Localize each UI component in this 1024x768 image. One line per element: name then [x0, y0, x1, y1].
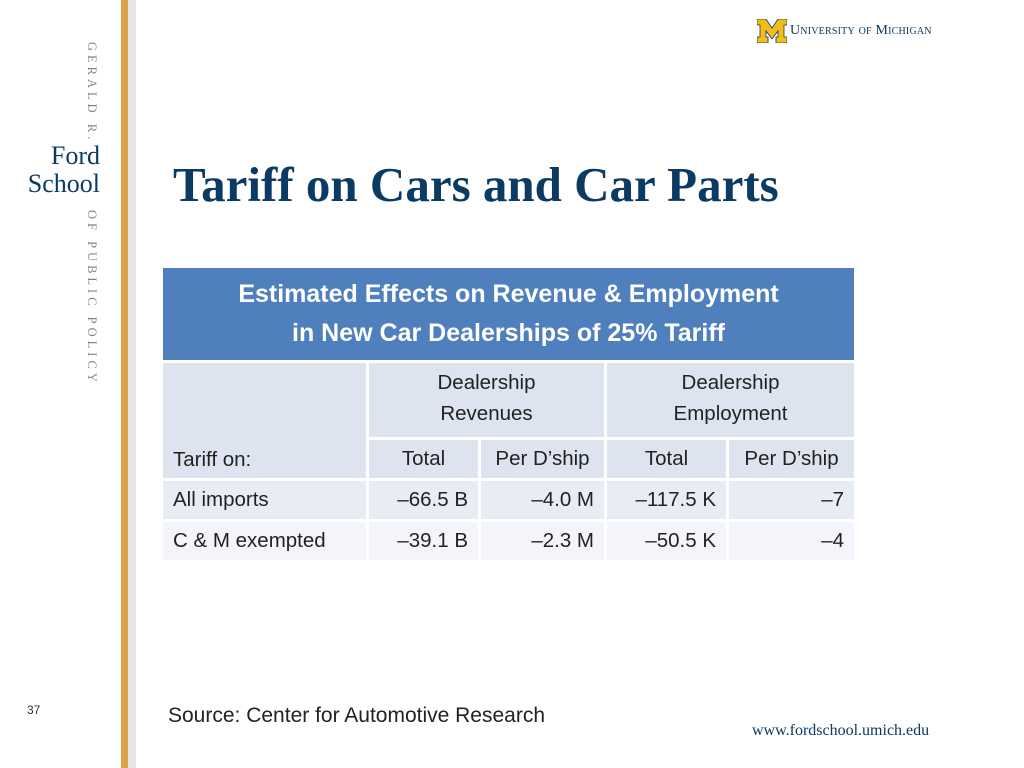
ford-school-logo: Ford School: [14, 142, 100, 198]
sidebar-gray-stripe: [128, 0, 136, 768]
table-cell: –39.1 B: [366, 519, 481, 563]
col-header-employment-per-dship: Per D’ship: [725, 437, 858, 481]
footer-url: www.fordschool.umich.edu: [752, 722, 930, 739]
table-row: All imports –66.5 B –4.0 M –117.5 K –7: [160, 478, 858, 522]
table-cell: –50.5 K: [604, 519, 729, 563]
sidebar-gerald-text: GERALD R.: [85, 42, 99, 144]
table-cell: –117.5 K: [604, 478, 729, 522]
table-cell: –7: [725, 478, 858, 522]
table-caption-line2: in New Car Dealerships of 25% Tariff: [292, 319, 726, 347]
table-cell: –4.0 M: [478, 478, 607, 522]
group-revenues-line1: Dealership: [437, 371, 536, 394]
table-cell: –66.5 B: [366, 478, 481, 522]
ford-word: Ford: [50, 141, 100, 170]
group-employment-line2: Employment: [673, 402, 788, 425]
sidebar-public-policy-text: OF PUBLIC POLICY: [85, 210, 99, 386]
row-label-header: Tariff on:: [160, 360, 369, 481]
table-caption: Estimated Effects on Revenue & Employmen…: [159, 265, 858, 363]
table-row: C & M exempted –39.1 B –2.3 M –50.5 K –4: [160, 519, 858, 563]
effects-table: Estimated Effects on Revenue & Employmen…: [159, 265, 858, 563]
page-title: Tariff on Cars and Car Parts: [173, 157, 779, 212]
school-word: School: [27, 169, 100, 198]
group-header-employment: Dealership Employment: [603, 360, 858, 440]
col-header-employment-total: Total: [604, 437, 729, 481]
group-employment-line1: Dealership: [681, 371, 780, 394]
col-header-revenue-total: Total: [366, 437, 481, 481]
table-caption-line1: Estimated Effects on Revenue & Employmen…: [238, 280, 779, 308]
group-header-revenues: Dealership Revenues: [366, 360, 607, 440]
university-name: University of Michigan: [790, 23, 932, 38]
row-label: All imports: [160, 478, 369, 522]
table-cell: –2.3 M: [478, 519, 607, 563]
col-header-revenue-per-dship: Per D’ship: [478, 437, 607, 481]
block-m-icon: [757, 19, 787, 43]
sidebar-gold-stripe: [121, 0, 128, 768]
table-cell: –4: [725, 519, 858, 563]
group-revenues-line2: Revenues: [440, 402, 533, 425]
page-number: 37: [27, 703, 41, 717]
university-logo: University of Michigan: [757, 18, 932, 44]
source-note: Source: Center for Automotive Research: [168, 704, 546, 727]
row-label: C & M exempted: [160, 519, 369, 563]
